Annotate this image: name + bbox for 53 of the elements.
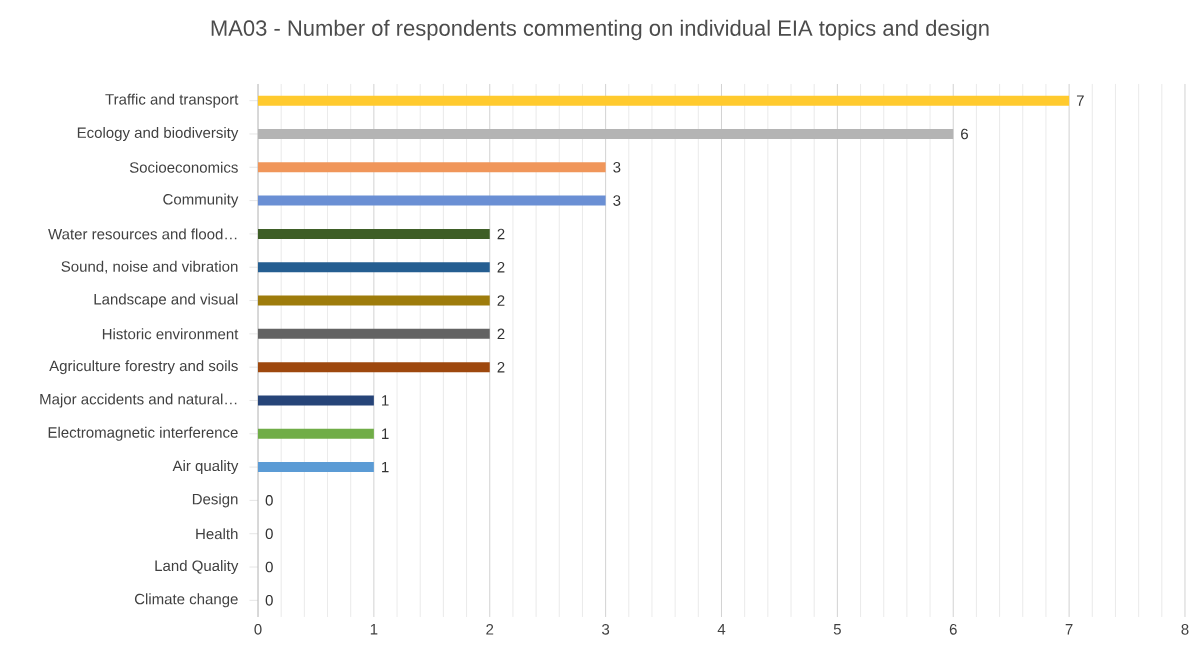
data-label: 2 [497, 328, 505, 340]
x-tick-label: 8 [1181, 624, 1189, 635]
y-tick-label: Ecology and biodiversity [77, 126, 239, 141]
x-tick-label: 5 [833, 624, 841, 635]
y-tick-label: Water resources and flood… [48, 228, 237, 240]
y-tick-label: Community [163, 193, 239, 208]
x-tick-label: 4 [717, 624, 726, 635]
y-tick-label: Electromagnetic interference [48, 426, 238, 441]
bar [258, 428, 374, 439]
y-tick-label: Design [192, 493, 238, 508]
data-label: 1 [382, 461, 389, 473]
bar [258, 328, 490, 339]
data-label: 3 [613, 161, 621, 173]
data-label: 2 [497, 261, 505, 273]
data-label: 1 [382, 428, 389, 439]
bar [258, 362, 490, 373]
data-label: 0 [265, 561, 273, 573]
data-label: 0 [265, 495, 273, 506]
x-tick-label: 2 [486, 624, 494, 635]
y-tick-label: Landscape and visual [94, 293, 238, 308]
y-tick-label: Traffic and transport [105, 93, 239, 108]
y-tick-label: Major accidents and natural… [40, 393, 237, 408]
data-label: 0 [265, 528, 273, 540]
data-label: 2 [497, 228, 505, 240]
bar [258, 162, 606, 173]
data-label: 1 [382, 395, 389, 406]
bar [258, 462, 374, 473]
y-tick-label: Air quality [172, 460, 239, 475]
data-label: 3 [613, 195, 621, 206]
data-label: 6 [961, 128, 968, 140]
bar [258, 228, 490, 239]
x-tick-label: 7 [1065, 624, 1073, 635]
data-label: 0 [265, 595, 273, 606]
bar [258, 262, 490, 273]
x-tick-label: 3 [602, 624, 610, 635]
data-label: 2 [497, 295, 505, 306]
bar [258, 395, 374, 406]
x-tick-label: 6 [949, 624, 957, 635]
y-tick-label: Climate change [134, 593, 238, 608]
data-label: 2 [497, 361, 505, 373]
bar [258, 295, 490, 306]
x-tick-label: 0 [254, 624, 262, 635]
data-label: 7 [1076, 95, 1084, 106]
x-tick-label: 1 [370, 624, 378, 635]
bar [258, 95, 1070, 106]
bar [258, 195, 606, 206]
y-tick-label: Health [196, 528, 238, 540]
y-tick-label: Agriculture forestry and soils [49, 360, 238, 375]
y-tick-label: Sound, noise and vibration [61, 260, 238, 274]
y-tick-label: Historic environment [102, 328, 239, 340]
y-tick-label: Socioeconomics [129, 161, 238, 173]
chart-title: MA03 - Number of respondents commenting on individual EIA topics and design [211, 19, 989, 41]
y-tick-label: Land Quality [155, 560, 239, 575]
